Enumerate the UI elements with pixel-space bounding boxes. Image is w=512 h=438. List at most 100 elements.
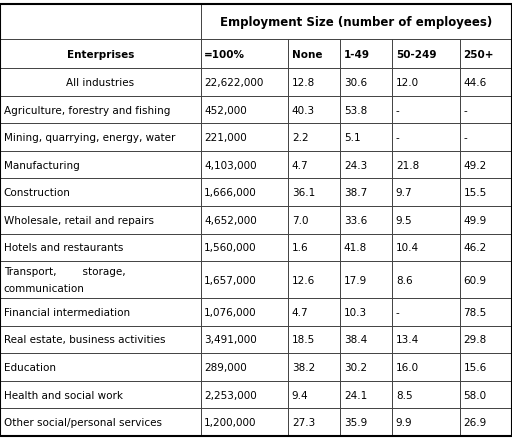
Bar [340, 326, 392, 353]
Text: 12.0: 12.0 [396, 78, 419, 88]
Bar [288, 326, 340, 353]
Text: All industries: All industries [66, 78, 134, 88]
Text: 4.7: 4.7 [292, 307, 308, 317]
Bar [288, 234, 340, 261]
Text: Hotels and restaurants: Hotels and restaurants [4, 243, 123, 253]
Bar [0, 124, 201, 152]
Text: 38.2: 38.2 [292, 362, 315, 372]
Bar [460, 97, 512, 124]
Text: Health and social work: Health and social work [4, 390, 122, 399]
Text: 24.1: 24.1 [344, 390, 367, 399]
Text: 44.6: 44.6 [463, 78, 487, 88]
Text: communication: communication [4, 283, 84, 293]
Bar [288, 97, 340, 124]
Text: 40.3: 40.3 [292, 106, 315, 115]
Text: 12.6: 12.6 [292, 275, 315, 285]
Text: 12.8: 12.8 [292, 78, 315, 88]
Text: Agriculture, forestry and fishing: Agriculture, forestry and fishing [4, 106, 170, 115]
Bar [288, 152, 340, 179]
Bar [340, 40, 392, 69]
Text: 24.3: 24.3 [344, 160, 367, 170]
Bar [340, 97, 392, 124]
Bar [392, 179, 460, 207]
Bar [0, 234, 201, 261]
Text: Employment Size (number of employees): Employment Size (number of employees) [220, 16, 493, 29]
Bar [0, 381, 201, 408]
Bar [392, 152, 460, 179]
Text: -: - [463, 133, 467, 143]
Bar [288, 408, 340, 436]
Text: 9.4: 9.4 [292, 390, 308, 399]
Text: 29.8: 29.8 [463, 335, 487, 345]
Bar [460, 40, 512, 69]
Bar [460, 298, 512, 326]
Bar [288, 124, 340, 152]
Text: 21.8: 21.8 [396, 160, 419, 170]
Bar [0, 261, 201, 298]
Text: 3,491,000: 3,491,000 [204, 335, 257, 345]
Bar [201, 152, 288, 179]
Text: 58.0: 58.0 [463, 390, 487, 399]
Text: 4.7: 4.7 [292, 160, 308, 170]
Bar [0, 179, 201, 207]
Text: 46.2: 46.2 [463, 243, 487, 253]
Bar [460, 69, 512, 97]
Text: 1,657,000: 1,657,000 [204, 275, 257, 285]
Text: Transport,        storage,: Transport, storage, [4, 267, 125, 277]
Bar [392, 353, 460, 381]
Text: 8.6: 8.6 [396, 275, 412, 285]
Text: 10.3: 10.3 [344, 307, 367, 317]
Text: 41.8: 41.8 [344, 243, 367, 253]
Bar [460, 326, 512, 353]
Text: 15.5: 15.5 [463, 188, 487, 198]
Bar [288, 179, 340, 207]
Text: 15.6: 15.6 [463, 362, 487, 372]
Bar [392, 97, 460, 124]
Bar [460, 408, 512, 436]
Bar [201, 124, 288, 152]
Bar [340, 261, 392, 298]
Text: 27.3: 27.3 [292, 417, 315, 427]
Text: -: - [396, 133, 399, 143]
Bar [392, 40, 460, 69]
Bar [201, 408, 288, 436]
Text: 13.4: 13.4 [396, 335, 419, 345]
Text: 16.0: 16.0 [396, 362, 419, 372]
Text: 49.2: 49.2 [463, 160, 487, 170]
Bar [340, 152, 392, 179]
Text: 8.5: 8.5 [396, 390, 412, 399]
Text: 22,622,000: 22,622,000 [204, 78, 264, 88]
Bar [392, 261, 460, 298]
Text: 4,103,000: 4,103,000 [204, 160, 257, 170]
Text: 30.6: 30.6 [344, 78, 367, 88]
Text: 289,000: 289,000 [204, 362, 247, 372]
Text: 452,000: 452,000 [204, 106, 247, 115]
Bar [0, 326, 201, 353]
Text: 9.7: 9.7 [396, 188, 412, 198]
Bar [0, 408, 201, 436]
Text: 2.2: 2.2 [292, 133, 308, 143]
Text: -: - [463, 106, 467, 115]
Bar [0, 5, 201, 40]
Text: Financial intermediation: Financial intermediation [4, 307, 130, 317]
Bar [201, 97, 288, 124]
Bar [288, 40, 340, 69]
Text: 36.1: 36.1 [292, 188, 315, 198]
Text: 5.1: 5.1 [344, 133, 360, 143]
Text: 1,666,000: 1,666,000 [204, 188, 257, 198]
Text: 49.9: 49.9 [463, 215, 487, 225]
Text: 1,560,000: 1,560,000 [204, 243, 257, 253]
Bar [392, 234, 460, 261]
Bar [201, 234, 288, 261]
Text: -: - [396, 307, 399, 317]
Text: Wholesale, retail and repairs: Wholesale, retail and repairs [4, 215, 154, 225]
Bar [392, 326, 460, 353]
Bar [0, 40, 201, 69]
Bar [288, 261, 340, 298]
Text: 1,200,000: 1,200,000 [204, 417, 257, 427]
Text: 38.7: 38.7 [344, 188, 367, 198]
Bar [288, 353, 340, 381]
Bar [201, 381, 288, 408]
Bar [0, 152, 201, 179]
Text: 17.9: 17.9 [344, 275, 367, 285]
